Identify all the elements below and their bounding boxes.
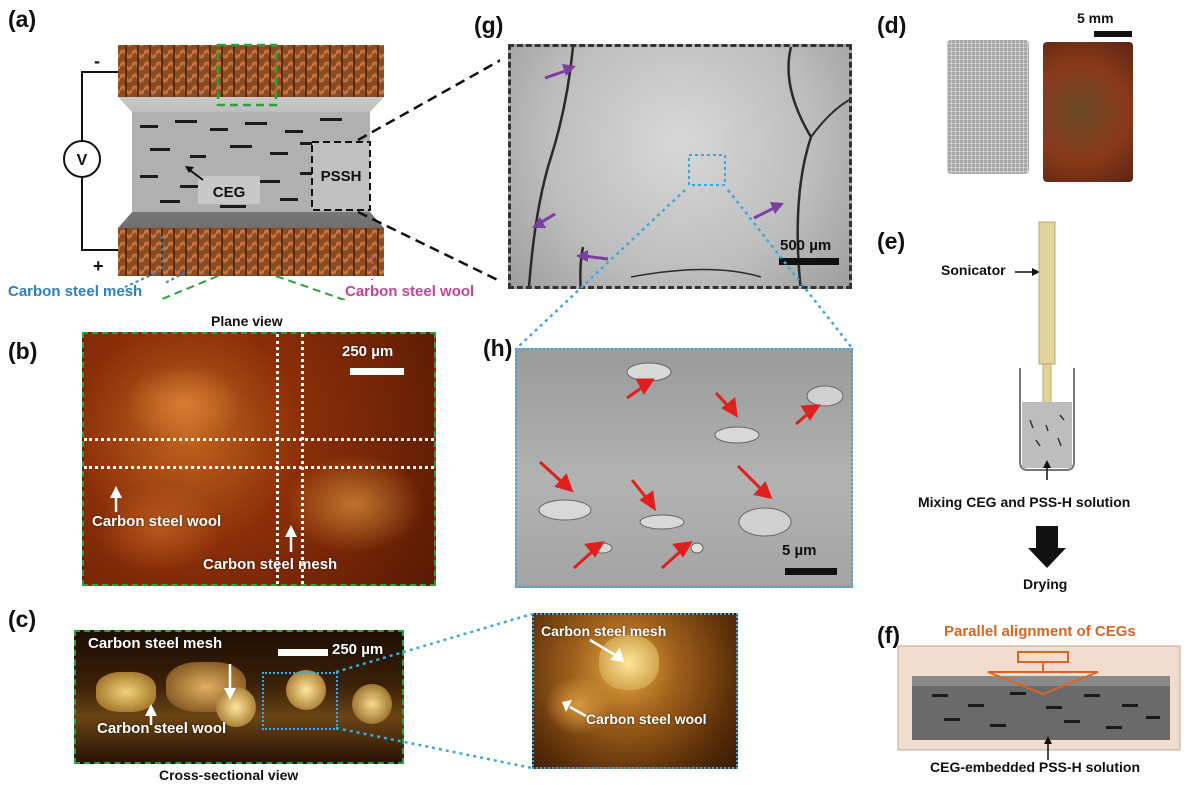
mixing-label: Mixing CEG and PSS-H solution <box>918 494 1131 510</box>
panel-c-label: (c) <box>8 606 37 632</box>
ceg-label: CEG <box>213 184 246 201</box>
panel-e-label: (e) <box>877 228 906 254</box>
mesh-label-a: Carbon steel mesh <box>8 283 143 300</box>
carbon-steel-mesh-photo <box>947 40 1029 174</box>
sem-micrograph-g <box>508 44 852 289</box>
carbon-steel-wool-photo <box>1043 42 1133 182</box>
wool-label-c: Carbon steel wool <box>97 720 227 737</box>
panel-a-schematic: CEG PSSH V - + <box>63 43 500 300</box>
cross-section-zoom <box>532 613 738 769</box>
mesh-label-c: Carbon steel mesh <box>88 635 223 652</box>
scale-label-d: 5 mm <box>1077 10 1114 26</box>
panel-d-label: (d) <box>877 12 907 38</box>
scalebar-c <box>278 649 328 656</box>
panel-b-label: (b) <box>8 338 38 364</box>
scale-label-h: 5 µm <box>782 542 817 559</box>
mesh-label-b: Carbon steel mesh <box>203 556 338 573</box>
minus-sign: - <box>94 51 100 71</box>
cross-section-micrograph <box>74 630 404 764</box>
parallel-alignment-title: Parallel alignment of CEGs <box>944 623 1136 640</box>
scalebar-d <box>1094 31 1132 37</box>
scalebar-h <box>785 568 837 575</box>
drying-label: Drying <box>1023 576 1068 592</box>
pssh-region-box <box>311 141 371 211</box>
pssh-label: PSSH <box>321 168 362 185</box>
panel-h-label: (h) <box>483 335 513 361</box>
cross-section-caption: Cross-sectional view <box>159 767 299 783</box>
plane-view-title: Plane view <box>211 313 283 329</box>
scalebar-b <box>350 368 404 375</box>
sonicator-label: Sonicator <box>941 262 1006 278</box>
scalebar-g <box>779 258 839 265</box>
mesh-label-zoom: Carbon steel mesh <box>541 623 667 639</box>
scale-label-b: 250 µm <box>342 343 394 360</box>
panel-a-label: (a) <box>8 6 37 32</box>
process-arrow <box>1036 526 1058 548</box>
plus-sign: + <box>93 256 104 276</box>
scale-label-g: 500 µm <box>780 237 832 254</box>
panel-g-label: (g) <box>474 12 504 38</box>
top-electrode <box>118 45 384 97</box>
panel-b-arrows <box>110 486 297 552</box>
panel-f-label: (f) <box>877 622 900 648</box>
scale-label-c: 250 µm <box>332 641 384 658</box>
voltmeter-icon <box>63 140 101 178</box>
ceg-embedded-caption: CEG-embedded PSS-H solution <box>930 759 1141 775</box>
wool-label-a: Carbon steel wool <box>345 283 475 300</box>
wool-label-b: Carbon steel wool <box>92 513 222 530</box>
zoom-box-green <box>216 43 278 107</box>
svg-text:V: V <box>77 152 88 169</box>
wool-label-zoom: Carbon steel wool <box>586 711 707 727</box>
